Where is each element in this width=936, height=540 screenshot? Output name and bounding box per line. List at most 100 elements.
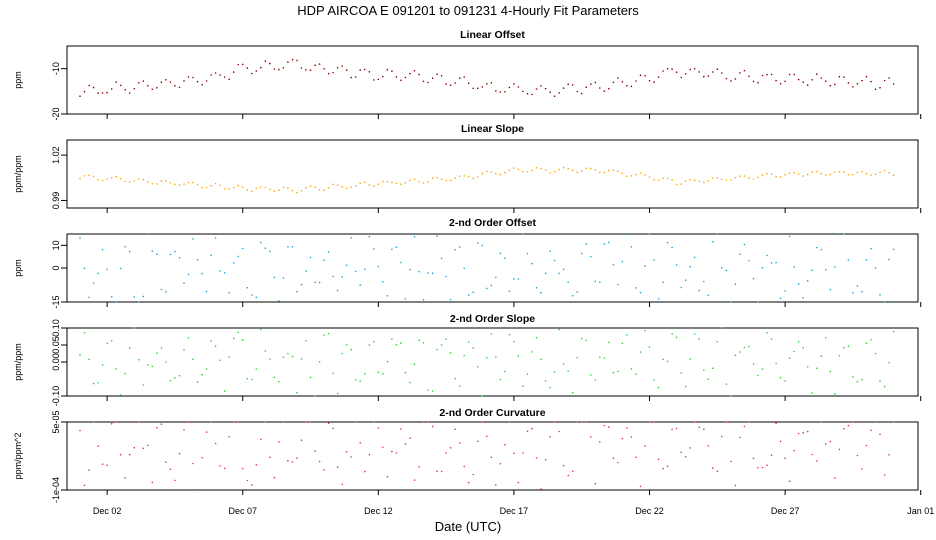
data-point <box>359 284 362 286</box>
data-point <box>291 189 294 192</box>
data-point <box>590 83 592 85</box>
data-point <box>223 390 226 392</box>
data-point <box>210 254 212 256</box>
data-point <box>97 382 99 384</box>
data-point <box>165 79 167 81</box>
data-point <box>223 76 226 78</box>
data-point <box>119 453 122 456</box>
data-point <box>449 298 452 301</box>
data-point <box>825 174 827 176</box>
data-point <box>698 426 700 429</box>
data-point <box>332 183 334 186</box>
data-point <box>391 338 393 341</box>
data-point <box>269 358 271 360</box>
data-point <box>775 362 777 365</box>
data-point <box>79 237 81 239</box>
data-point <box>449 447 452 449</box>
data-point <box>440 470 443 473</box>
data-point <box>458 385 461 387</box>
data-point <box>165 461 167 464</box>
data-point <box>260 438 262 441</box>
data-point <box>440 178 443 180</box>
data-point <box>666 465 669 468</box>
panel-3-points <box>79 233 895 303</box>
data-point <box>757 81 759 84</box>
data-point <box>793 449 795 452</box>
data-point <box>373 421 375 423</box>
data-point <box>825 443 827 445</box>
data-point <box>332 427 334 430</box>
data-point <box>210 421 212 423</box>
data-point <box>463 76 466 78</box>
data-point <box>499 463 502 465</box>
data-point <box>418 181 420 183</box>
data-point <box>101 364 104 366</box>
data-point <box>689 68 691 71</box>
data-point <box>788 235 791 238</box>
data-point <box>707 378 710 381</box>
data-point <box>540 358 542 361</box>
data-point <box>309 376 312 379</box>
y-tick-label: -0.10 <box>51 386 61 407</box>
data-point <box>165 180 167 182</box>
data-point <box>594 169 597 171</box>
data-point <box>201 186 203 189</box>
data-point <box>119 84 122 87</box>
data-point <box>775 422 777 425</box>
data-point <box>495 276 497 279</box>
data-point <box>368 184 371 186</box>
data-point <box>594 482 597 485</box>
data-point <box>653 421 655 423</box>
data-point <box>477 176 479 178</box>
data-point <box>535 88 538 90</box>
data-point <box>522 233 524 235</box>
data-point <box>725 421 728 423</box>
data-point <box>734 354 737 357</box>
data-point <box>856 380 859 383</box>
data-point <box>228 188 230 190</box>
data-point <box>205 80 208 82</box>
data-point <box>689 265 691 268</box>
data-point <box>110 296 113 298</box>
data-point <box>721 327 723 330</box>
data-point <box>422 182 425 184</box>
data-point <box>540 291 542 294</box>
data-point <box>97 92 99 94</box>
data-point <box>879 171 881 174</box>
data-point <box>92 86 95 89</box>
data-point <box>612 457 615 460</box>
data-point <box>142 384 145 386</box>
data-point <box>246 67 249 69</box>
data-point <box>752 178 755 180</box>
data-point <box>255 368 258 370</box>
data-point <box>522 90 524 93</box>
data-point <box>766 332 768 334</box>
data-point <box>721 72 723 74</box>
data-point <box>630 175 633 177</box>
data-point <box>196 258 199 261</box>
data-point <box>883 169 886 172</box>
data-point <box>115 421 117 423</box>
data-point <box>567 167 569 170</box>
data-point <box>558 328 560 331</box>
data-point <box>617 170 619 172</box>
data-point <box>232 186 235 189</box>
data-point <box>590 436 592 438</box>
data-point <box>418 466 420 468</box>
data-point <box>748 259 750 262</box>
data-point <box>843 427 845 430</box>
data-point <box>219 270 221 272</box>
data-point <box>377 183 380 186</box>
data-point <box>255 187 258 190</box>
data-point <box>467 481 470 484</box>
data-point <box>684 279 687 282</box>
data-point <box>431 425 434 428</box>
data-point <box>526 92 529 95</box>
data-point <box>852 291 854 294</box>
data-point <box>784 80 786 83</box>
data-point <box>504 91 506 93</box>
data-point <box>264 60 267 62</box>
data-point <box>305 270 307 272</box>
data-point <box>698 338 700 340</box>
data-point <box>79 177 81 180</box>
